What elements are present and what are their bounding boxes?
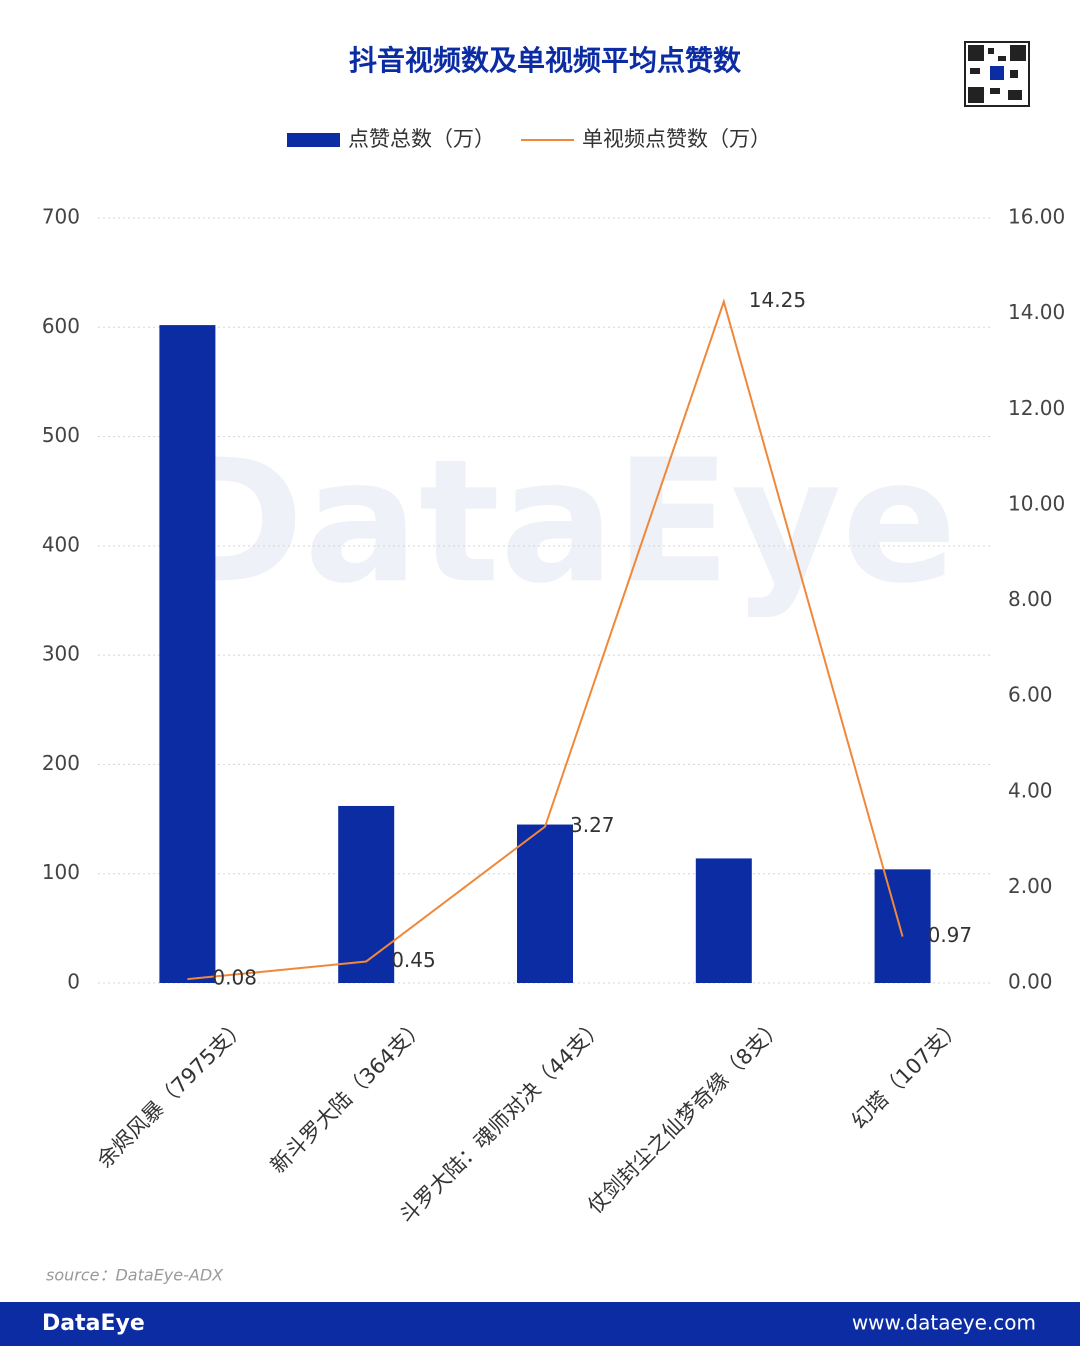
legend-swatch [287,133,340,147]
y2-tick-label: 0.00 [1008,970,1053,994]
footer-brand: DataEye [42,1311,145,1336]
y2-tick-label: 12.00 [1008,396,1065,420]
y-tick-label: 300 [42,642,80,666]
qr-code [964,41,1030,107]
y-tick-label: 0 [67,970,80,994]
data-label: 14.25 [749,288,806,312]
footer-url: www.dataeye.com [852,1311,1036,1335]
y2-tick-label: 4.00 [1008,778,1053,802]
chart-title: 抖音视频数及单视频平均点赞数 [349,44,742,77]
x-tick-label: 余烬风暴（7975支） [92,1014,251,1173]
footer-bar [0,1302,1080,1346]
y-tick-label: 100 [42,860,80,884]
y2-tick-label: 10.00 [1008,491,1065,515]
y-tick-label: 700 [42,205,80,229]
watermark: DataEye [163,423,957,621]
y-tick-label: 200 [42,751,80,775]
y2-tick-label: 6.00 [1008,683,1053,707]
bar [159,325,216,984]
y2-tick-label: 16.00 [1008,205,1065,229]
legend-label: 单视频点赞数（万） [582,127,771,151]
bar [695,858,752,983]
line [187,298,904,981]
x-tick-label: 新斗罗大陆（364支） [266,1014,430,1178]
bar [517,824,573,983]
data-label: 0.97 [928,923,973,947]
bar [874,869,931,983]
y-tick-label: 400 [42,532,80,556]
x-tick-label: 斗罗大陆：魂师对决（44支） [395,1014,609,1228]
y-tick-label: 500 [42,423,80,447]
data-label: 0.45 [391,948,436,972]
legend-label: 点赞总数（万） [348,127,495,151]
y2-tick-label: 2.00 [1008,874,1053,898]
y-tick-label: 600 [42,314,80,338]
data-label: 3.27 [570,813,615,837]
data-label: 0.08 [212,966,257,990]
y2-tick-label: 14.00 [1008,300,1065,324]
x-tick-label: 仗剑封尘之仙梦奇缘（8支） [583,1014,788,1219]
x-tick-label: 幻塔（107支） [847,1014,967,1134]
y2-tick-label: 8.00 [1008,587,1053,611]
bar [338,805,395,983]
source: source：DataEye-ADX [46,1266,224,1285]
